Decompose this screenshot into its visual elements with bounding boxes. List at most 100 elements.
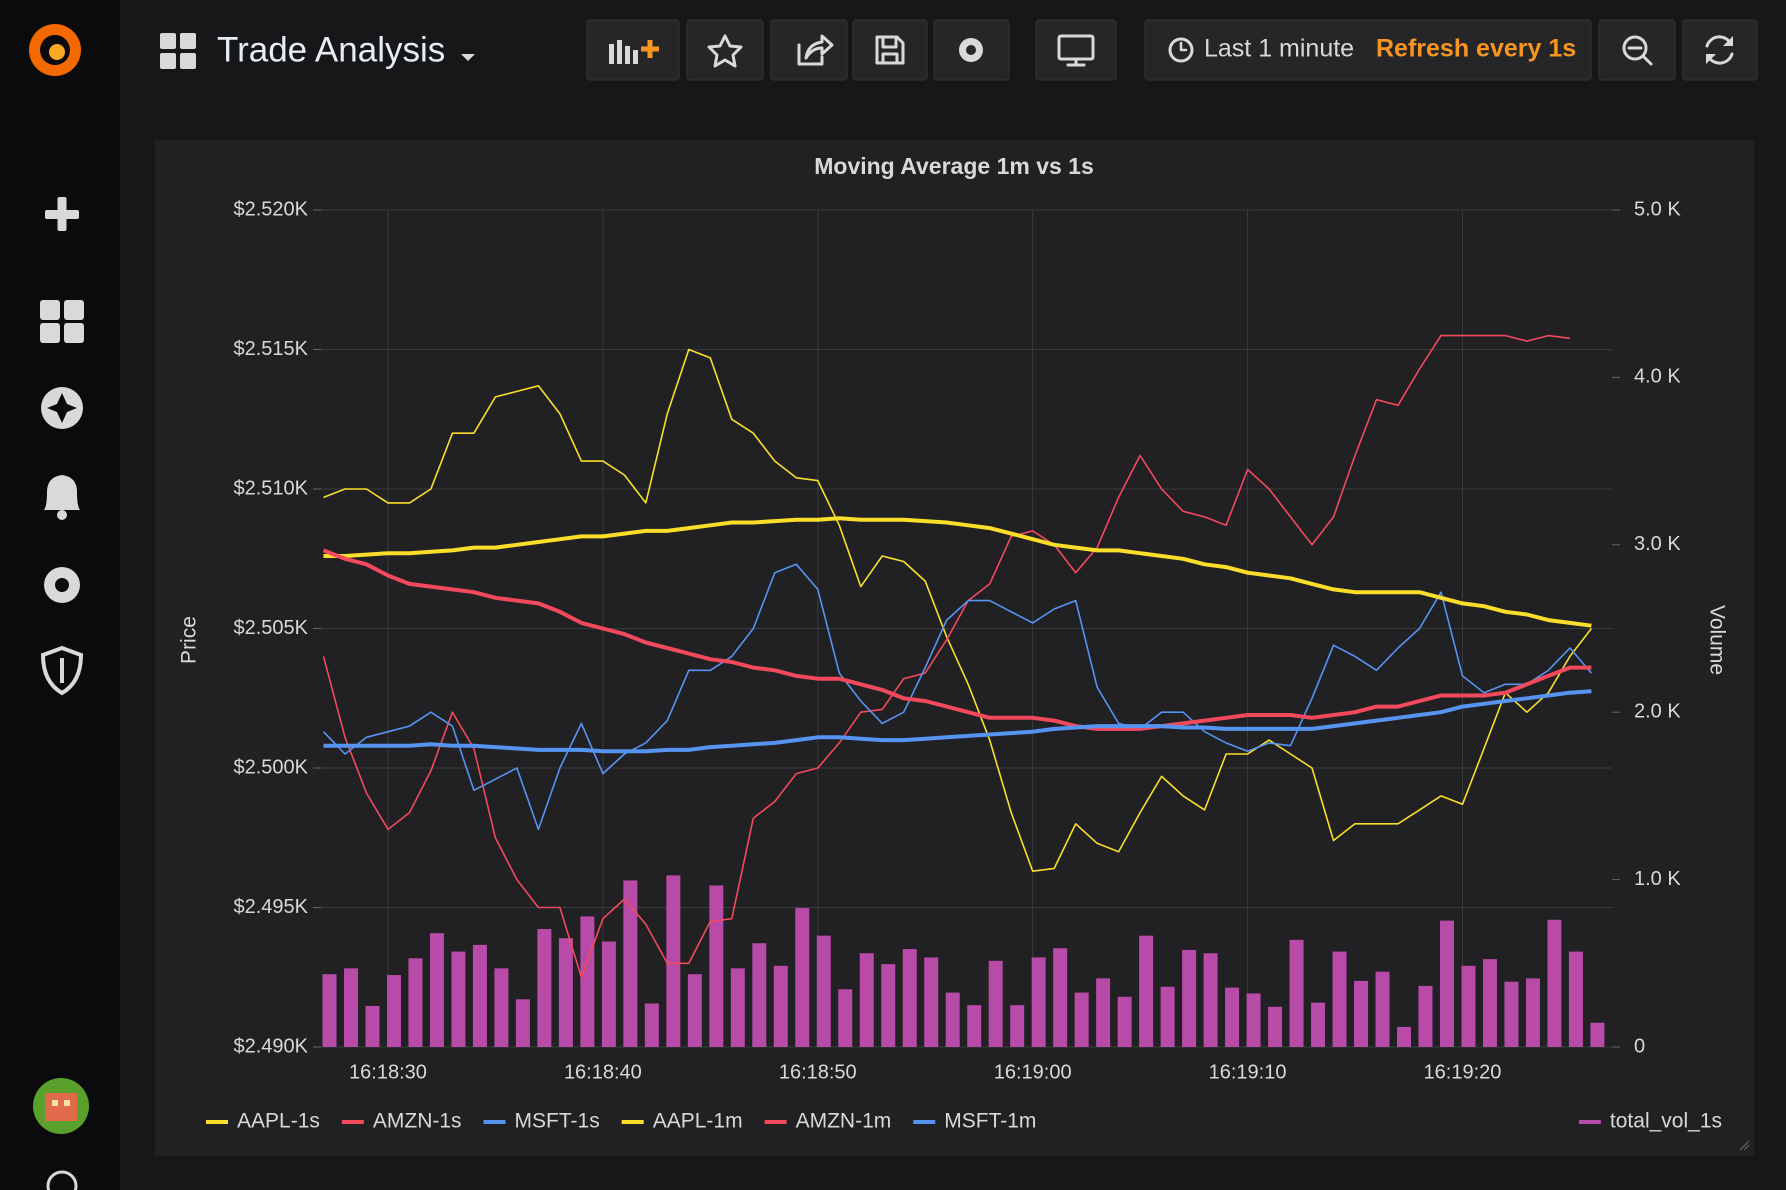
volume-bar: [1590, 1022, 1605, 1047]
volume-bar: [322, 974, 337, 1047]
settings-button[interactable]: [933, 19, 1010, 81]
legend-label[interactable]: AMZN-1s: [373, 1110, 462, 1133]
x-tick-label: 16:19:20: [1424, 1061, 1502, 1083]
volume-bar: [687, 974, 702, 1047]
volume-bar: [838, 989, 853, 1047]
volume-bar: [1568, 951, 1583, 1047]
volume-bar: [709, 885, 724, 1047]
y2-axis-label: Volume: [1705, 605, 1728, 675]
y-axis-label: Price: [178, 616, 201, 664]
volume-bar: [1160, 986, 1175, 1047]
volume-bar: [408, 958, 423, 1047]
legend-label[interactable]: total_vol_1s: [1610, 1110, 1722, 1133]
volume-bar: [1268, 1006, 1283, 1047]
volume-bar: [967, 1005, 982, 1047]
volume-bar: [1139, 935, 1154, 1047]
volume-bar: [752, 943, 767, 1047]
volume-bar: [1482, 959, 1497, 1047]
help-icon[interactable]: [46, 1170, 78, 1190]
create-icon[interactable]: [45, 197, 79, 231]
refresh-interval[interactable]: Refresh every 1s: [1376, 35, 1576, 63]
y-tick-label: $2.510K: [233, 477, 308, 499]
volume-bar: [666, 875, 681, 1047]
time-range[interactable]: Last 1 minute: [1204, 35, 1354, 63]
x-tick-label: 16:18:30: [349, 1061, 427, 1083]
star-button[interactable]: [686, 19, 764, 81]
y2-tick-label: 5.0 K: [1634, 198, 1681, 220]
legend-label[interactable]: AAPL-1m: [653, 1110, 743, 1133]
volume-bar: [1182, 949, 1197, 1047]
volume-bar: [429, 933, 444, 1047]
panel-title[interactable]: Moving Average 1m vs 1s: [814, 153, 1094, 179]
volume-bar: [1354, 980, 1369, 1047]
volume-bar: [1031, 957, 1046, 1047]
add-panel-button[interactable]: [586, 19, 680, 81]
refresh-button[interactable]: [1682, 19, 1758, 81]
volume-bar: [1461, 965, 1476, 1047]
volume-bar: [1074, 992, 1089, 1047]
resize-handle[interactable]: [1739, 1140, 1750, 1151]
y-tick-label: $2.505K: [233, 617, 308, 639]
grafana-logo[interactable]: [29, 24, 81, 76]
y-tick-label: $2.490K: [233, 1035, 308, 1057]
legend-label[interactable]: AMZN-1m: [796, 1110, 892, 1133]
volume-bar: [601, 941, 616, 1047]
volume-bar: [537, 928, 552, 1047]
y-tick-label: $2.495K: [233, 896, 308, 918]
volume-bar: [945, 992, 960, 1047]
configuration-icon[interactable]: [44, 567, 80, 603]
y2-tick-label: 4.0 K: [1634, 366, 1681, 388]
tv-mode-button[interactable]: [1035, 19, 1117, 81]
x-tick-label: 16:19:10: [1209, 1061, 1287, 1083]
volume-bar: [1525, 978, 1540, 1047]
y2-tick-label: 2.0 K: [1634, 700, 1681, 722]
volume-bar: [1289, 939, 1304, 1047]
volume-bar: [386, 975, 401, 1047]
y2-tick-label: 1.0 K: [1634, 868, 1681, 890]
series-line: [323, 348, 1593, 872]
legend-label[interactable]: MSFT-1s: [515, 1110, 600, 1133]
volume-bar: [451, 951, 466, 1047]
zoom-out-button[interactable]: [1598, 19, 1676, 81]
explore-icon[interactable]: [41, 387, 83, 429]
dashboard-title[interactable]: Trade Analysis: [217, 30, 445, 69]
plot-area: $2.490K $2.495K $2.500K $2.505K $2.510K $2.51…: [233, 198, 1681, 1083]
series-line: [322, 334, 1570, 979]
admin-icon[interactable]: [40, 645, 84, 696]
volume-bar: [494, 968, 509, 1047]
volume-bar: [1547, 919, 1562, 1047]
volume-bar: [730, 968, 745, 1047]
series-line: [323, 516, 1592, 628]
legend-label[interactable]: AAPL-1s: [237, 1110, 320, 1133]
volume-bar: [1053, 948, 1068, 1047]
user-avatar[interactable]: [33, 1078, 89, 1134]
time-picker[interactable]: Last 1 minute Refresh every 1s: [1144, 19, 1592, 81]
share-button[interactable]: [770, 19, 848, 81]
y-tick-label: $2.515K: [233, 338, 308, 360]
volume-bar: [881, 964, 896, 1047]
volume-bar: [1225, 987, 1240, 1047]
x-tick-label: 16:19:00: [994, 1061, 1072, 1083]
dashboards-icon[interactable]: [40, 300, 84, 343]
volume-bar: [1397, 1026, 1411, 1047]
volume-bar: [816, 935, 831, 1047]
save-button[interactable]: [852, 19, 928, 81]
volume-bar: [558, 938, 573, 1047]
series-line: [322, 563, 1593, 831]
legend-label[interactable]: MSFT-1m: [944, 1110, 1036, 1133]
dashboard-picker[interactable]: Trade Analysis: [160, 30, 475, 69]
volume-bar: [1375, 971, 1390, 1047]
volume-bar: [902, 949, 917, 1047]
volume-bar: [644, 1003, 659, 1047]
y-tick-label: $2.500K: [233, 756, 308, 778]
volume-bar: [1418, 985, 1433, 1047]
volume-bar: [924, 957, 939, 1047]
volume-bar: [1117, 996, 1132, 1047]
volume-bar: [343, 968, 358, 1047]
volume-bar: [773, 965, 788, 1047]
y2-tick-label: 0: [1634, 1035, 1645, 1057]
alerting-icon[interactable]: [44, 475, 80, 520]
volume-bar: [1203, 953, 1218, 1047]
series-line: [323, 689, 1592, 754]
